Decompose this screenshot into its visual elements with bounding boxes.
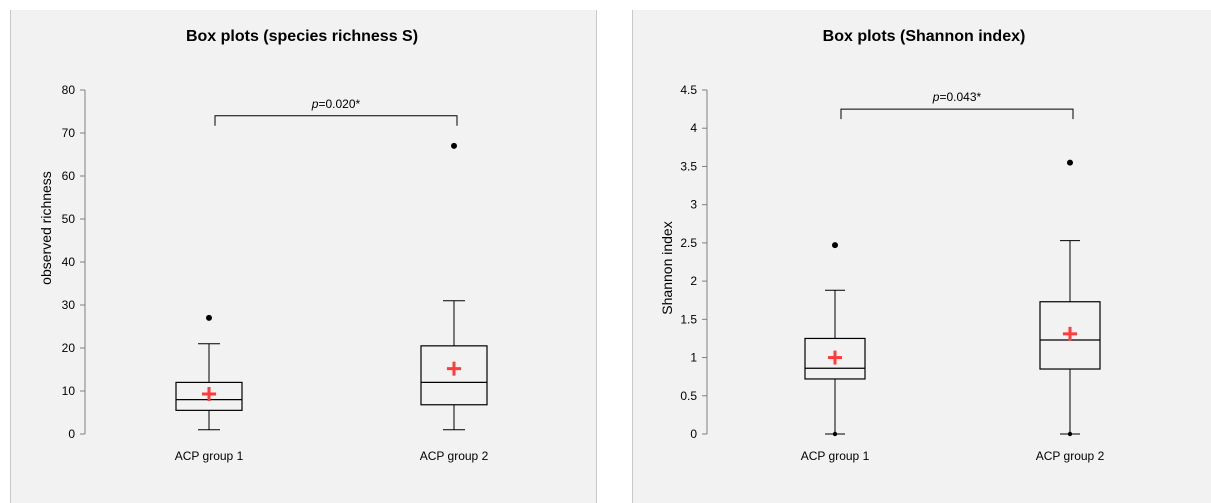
p-symbol: p (311, 97, 319, 111)
category-label: ACP group 1 (801, 449, 870, 463)
y-axis-label: Shannon index (659, 221, 675, 314)
category-label: ACP group 1 (175, 449, 244, 463)
category-label: ACP group 2 (420, 449, 489, 463)
chart-panel-species-richness: Box plots (species richness S) observed … (10, 10, 597, 503)
y-tick-label: 50 (62, 212, 76, 226)
y-tick-label: 0.5 (680, 389, 697, 403)
outlier-point (1067, 159, 1073, 166)
box-iqr (1039, 301, 1101, 370)
box-iqr (804, 337, 866, 380)
significance-bracket (840, 108, 1074, 120)
y-tick-label: 10 (62, 384, 76, 398)
y-tick-label: 1.5 (680, 312, 697, 326)
p-value: =0.020* (318, 97, 360, 111)
y-tick-label: 70 (62, 126, 76, 140)
y-tick-label: 2 (690, 274, 697, 288)
plot-area: 0 10 20 30 40 50 60 70 80 ACP group 1 ACP group 2 p… (62, 83, 489, 463)
significance-bracket (214, 115, 458, 126)
y-tick-label: 60 (62, 169, 76, 183)
outlier-point (206, 314, 212, 321)
category-label: ACP group 2 (1036, 449, 1105, 463)
y-tick-label: 2.5 (680, 236, 697, 250)
p-symbol: p (932, 90, 940, 104)
p-value-label: p=0.020* (311, 97, 361, 111)
p-value-label: p=0.043* (932, 90, 982, 104)
outlier-point (832, 431, 838, 437)
y-tick-label: 3 (690, 198, 697, 212)
y-tick-label: 4 (690, 121, 697, 135)
plot-area: 0 0.5 1 1.5 2 2.5 3 3.5 4 4.5 ACP group 1 ACP group… (680, 83, 1104, 463)
y-tick-label: 0 (68, 427, 75, 441)
y-tick-label: 30 (62, 298, 76, 312)
y-tick-label: 4.5 (680, 83, 697, 97)
y-tick-label: 20 (62, 341, 76, 355)
box-iqr (175, 381, 243, 411)
outlier-point (451, 142, 457, 149)
outlier-point (832, 242, 838, 249)
outlier-point (1067, 431, 1073, 437)
chart-panel-shannon-index: Box plots (Shannon index) Shannon index … (632, 10, 1211, 503)
richness-chart-svg: Box plots (species richness S) observed … (38, 28, 489, 463)
y-tick-label: 80 (62, 83, 76, 97)
shannon-chart-svg: Box plots (Shannon index) Shannon index … (659, 28, 1105, 463)
y-tick-label: 40 (62, 255, 76, 269)
box-iqr (420, 345, 488, 406)
y-tick-label: 1 (690, 351, 697, 365)
y-tick-label: 3.5 (680, 159, 697, 173)
y-tick-label: 0 (690, 427, 697, 441)
chart-title: Box plots (Shannon index) (823, 28, 1026, 45)
chart-title: Box plots (species richness S) (186, 28, 418, 45)
p-value: =0.043* (939, 90, 981, 104)
y-axis-label: observed richness (38, 171, 54, 285)
